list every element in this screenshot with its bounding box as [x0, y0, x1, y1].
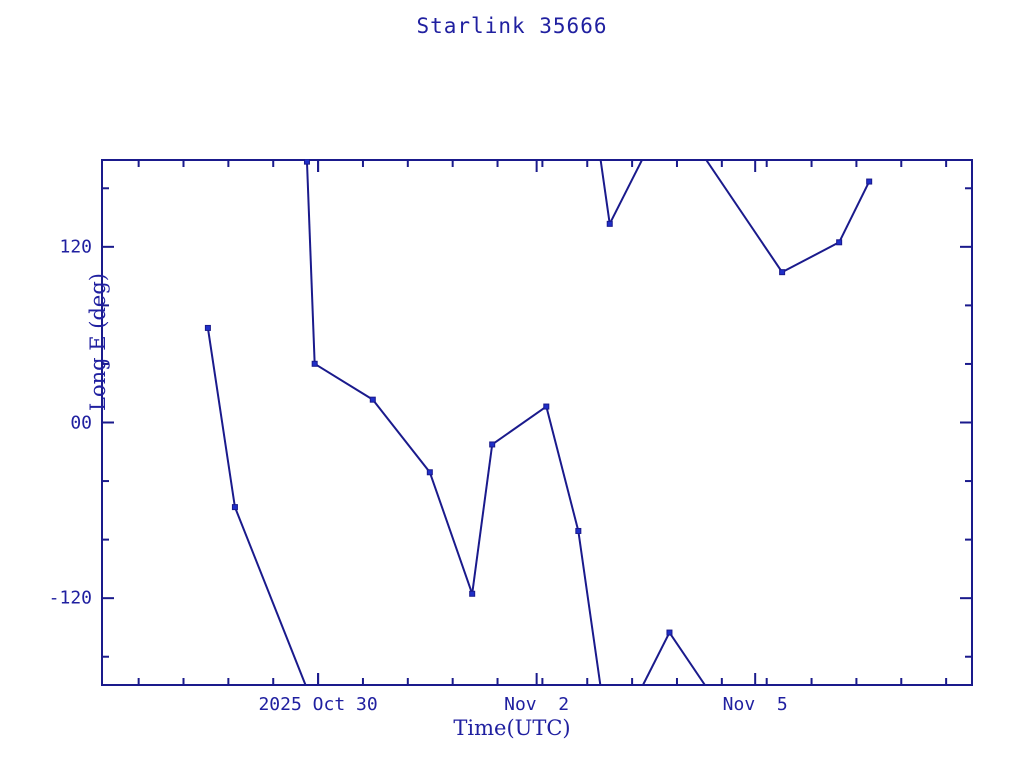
data-point-marker [426, 469, 433, 476]
x-axis-title: Time(UTC) [453, 716, 571, 740]
data-point-marker [779, 269, 786, 276]
data-point-marker [606, 220, 613, 227]
y-axis-ticks [101, 187, 973, 658]
data-point-markers [204, 159, 873, 636]
series-segment [599, 159, 611, 224]
data-point-marker [543, 403, 550, 410]
data-point-marker [204, 324, 211, 331]
data-point-marker [231, 504, 238, 511]
x-tick-label: Nov 2 [504, 694, 570, 715]
data-point-marker [836, 239, 843, 246]
series-segment [314, 362, 374, 401]
series-segment [608, 159, 644, 225]
x-tick-label: 2025 Oct 30 [258, 694, 378, 715]
series-segment [372, 399, 431, 473]
series-segment [577, 530, 602, 686]
x-axis-ticks [137, 159, 948, 686]
series-segment [305, 161, 316, 364]
data-point-marker [303, 159, 310, 165]
series-segment [668, 632, 707, 686]
data-point-marker [575, 527, 582, 534]
data-point-marker [489, 441, 496, 448]
series-segment [704, 159, 783, 273]
series-segment [781, 241, 840, 274]
y-axis-title: Long E (deg) [86, 273, 110, 411]
data-point-marker [866, 178, 873, 185]
series-segment [641, 632, 671, 686]
data-point-marker [469, 590, 476, 597]
series-segment [233, 506, 307, 686]
series-segment [206, 327, 236, 508]
data-point-marker [311, 360, 318, 367]
series-segment [428, 471, 474, 595]
x-tick-label: Nov 5 [722, 694, 788, 715]
series-segment [838, 181, 871, 243]
y-tick-label: 120 [59, 236, 92, 258]
data-point-marker [666, 629, 673, 636]
series-segment [545, 406, 580, 532]
chart-title: Starlink 35666 [416, 14, 608, 38]
data-point-marker [369, 396, 376, 403]
series-segment [491, 405, 547, 446]
y-tick-label: 00 [70, 412, 92, 433]
y-tick-label: -120 [48, 587, 92, 609]
series-segment [471, 444, 494, 594]
data-series-line [206, 159, 871, 686]
